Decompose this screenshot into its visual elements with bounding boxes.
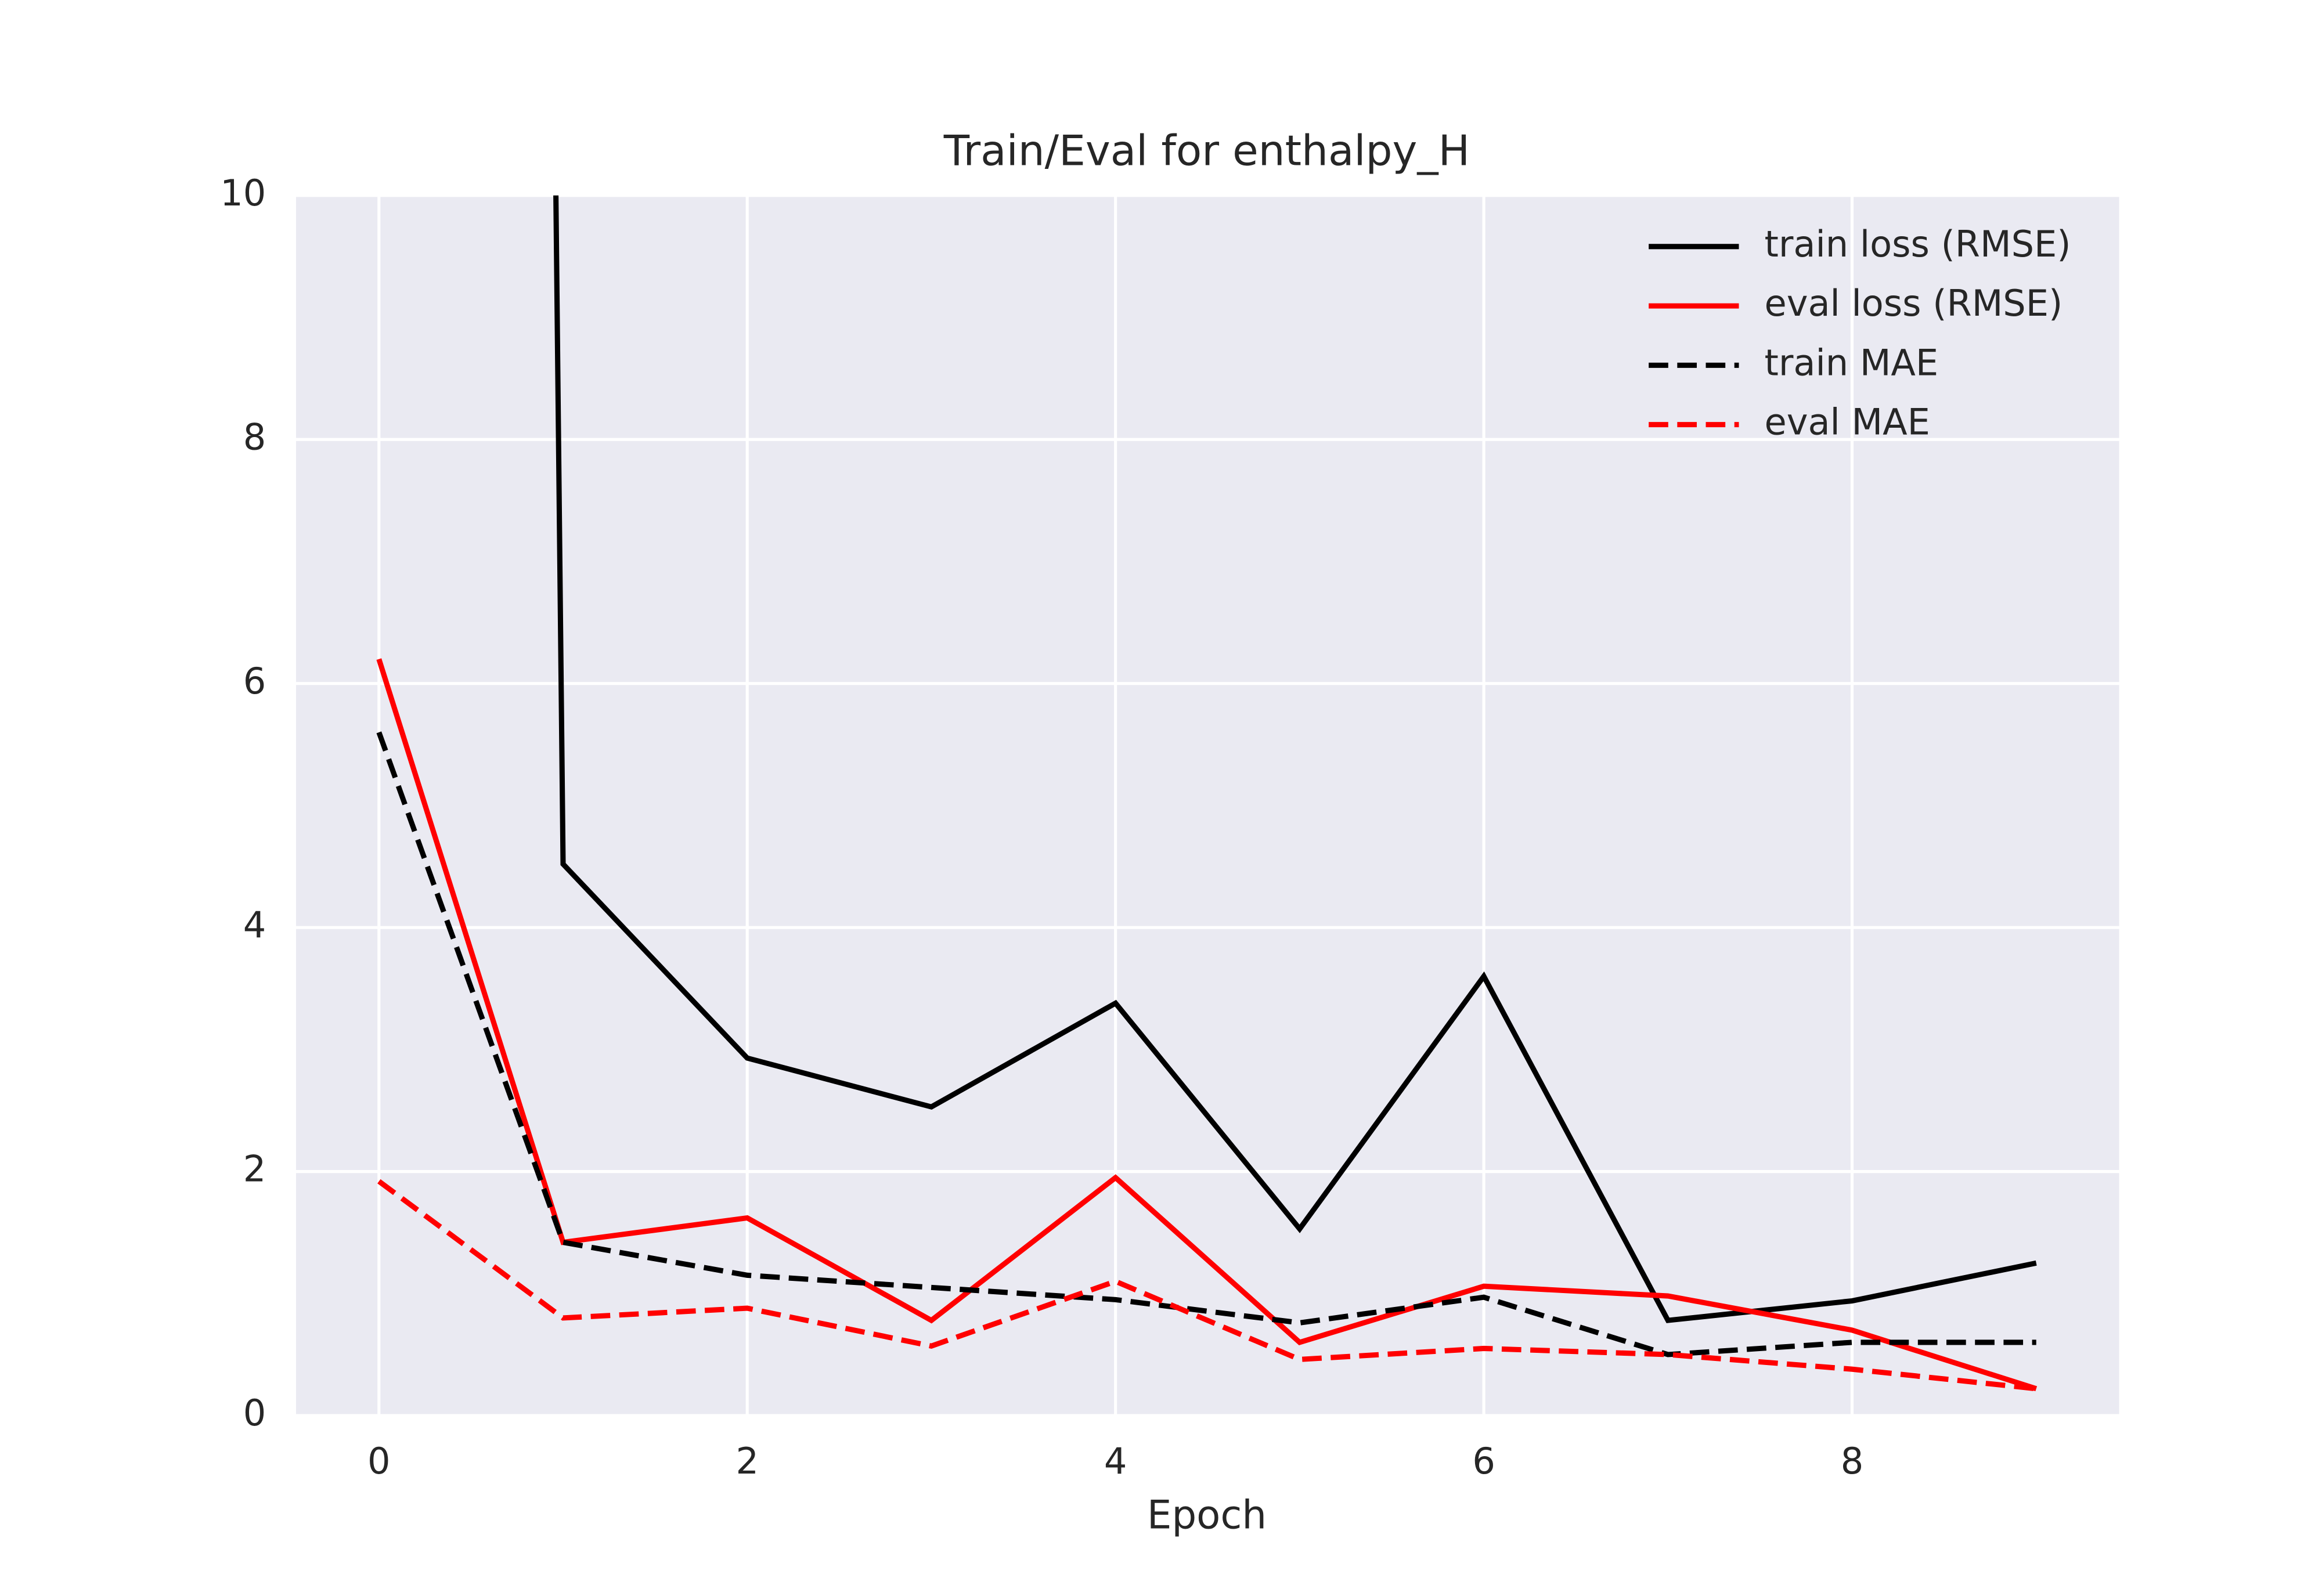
y-tick-label: 10 bbox=[220, 172, 266, 214]
x-tick-label: 2 bbox=[735, 1440, 759, 1482]
legend-label: eval MAE bbox=[1764, 401, 1930, 443]
x-tick-label: 8 bbox=[1841, 1440, 1864, 1482]
series-line bbox=[377, 1179, 2037, 1392]
x-tick-label: 4 bbox=[1104, 1440, 1127, 1482]
plot-lines bbox=[376, 195, 2038, 1392]
y-tick-label: 2 bbox=[243, 1148, 266, 1190]
legend-label: train loss (RMSE) bbox=[1764, 223, 2071, 265]
series-line bbox=[376, 658, 2038, 1392]
legend-label: train MAE bbox=[1764, 341, 1938, 384]
x-axis-label: Epoch bbox=[1147, 1493, 1267, 1538]
chart-title: Train/Eval for enthalpy_H bbox=[943, 127, 1470, 175]
plot-area bbox=[296, 195, 2119, 1416]
x-tick-label: 6 bbox=[1472, 1440, 1495, 1482]
y-tick-label: 8 bbox=[243, 416, 266, 458]
legend-label: eval loss (RMSE) bbox=[1764, 282, 2063, 324]
y-tick-label: 6 bbox=[243, 660, 266, 702]
y-tick-label: 4 bbox=[243, 904, 266, 946]
series-line bbox=[376, 731, 2036, 1357]
x-tick-label: 0 bbox=[367, 1440, 391, 1482]
y-tick-label: 0 bbox=[243, 1392, 266, 1434]
